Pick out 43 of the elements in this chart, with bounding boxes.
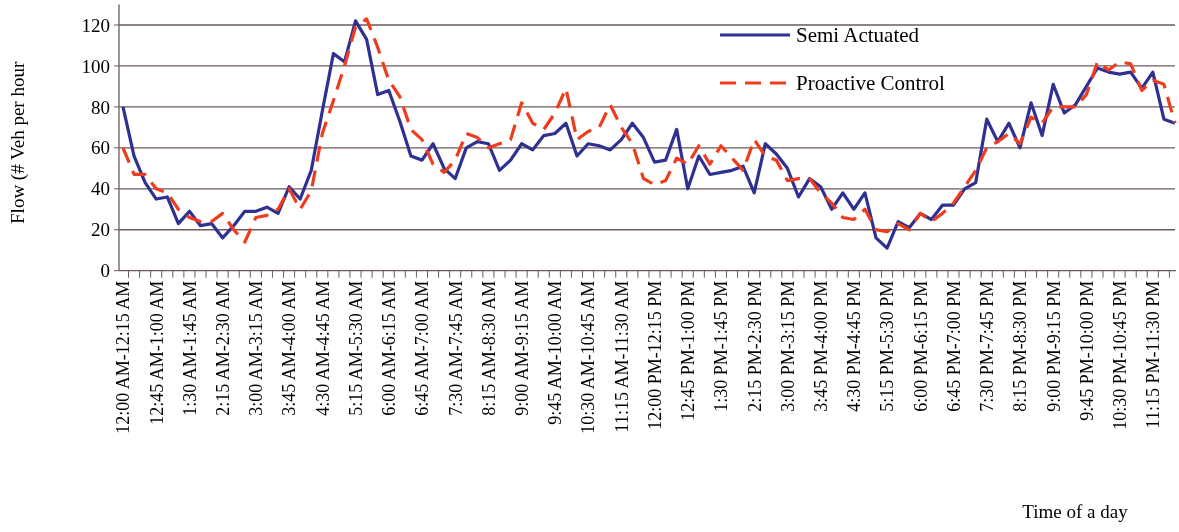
y-tick-label: 0 [100, 260, 110, 282]
x-tick-label: 10:30 AM-10:45 AM [578, 280, 599, 434]
x-tick-label: 1:30 AM-1:45 AM [179, 280, 200, 416]
x-tick-label: 7:30 PM-7:45 PM [977, 280, 998, 412]
x-tick-label: 3:00 AM-3:15 AM [246, 280, 267, 416]
x-tick-label: 3:45 AM-4:00 AM [279, 280, 300, 416]
y-tick-label: 40 [91, 178, 110, 200]
x-tick-label: 12:45 PM-1:00 PM [678, 280, 699, 421]
x-tick-label: 6:45 PM-7:00 PM [943, 280, 964, 412]
legend-label: Semi Actuated [796, 23, 920, 48]
y-tick-label: 20 [91, 219, 110, 241]
x-tick-label: 10:30 PM-10:45 PM [1109, 280, 1130, 430]
x-tick-label: 9:45 AM-10:00 AM [545, 280, 566, 425]
x-tick-label: 5:15 PM-5:30 PM [877, 280, 898, 412]
x-tick-label: 9:45 PM-10:00 PM [1076, 280, 1097, 421]
x-tick-label: 4:30 AM-4:45 AM [312, 280, 333, 416]
x-tick-label: 4:30 PM-4:45 PM [844, 280, 865, 412]
x-tick-label: 9:00 AM-9:15 AM [511, 280, 532, 416]
x-tick-label: 2:15 AM-2:30 AM [212, 280, 233, 416]
x-tick-label: 11:15 AM-11:30 AM [611, 280, 632, 433]
x-tick-label: 3:45 PM-4:00 PM [810, 280, 831, 412]
x-tick-label: 12:45 AM-1:00 AM [146, 280, 167, 425]
x-tick-label: 1:30 PM-1:45 PM [711, 280, 732, 412]
x-axis-title: Time of a day [1022, 501, 1129, 522]
x-tick-label: 11:15 PM-11:30 PM [1143, 280, 1164, 429]
x-tick-label: 6:00 PM-6:15 PM [910, 280, 931, 412]
x-tick-label: 2:15 PM-2:30 PM [744, 280, 765, 412]
x-tick-label: 6:45 AM-7:00 AM [412, 280, 433, 416]
x-tick-label: 9:00 PM-9:15 PM [1043, 280, 1064, 412]
legend-label: Proactive Control [796, 71, 945, 96]
y-tick-label: 100 [81, 55, 110, 77]
x-tick-label: 8:15 PM-8:30 PM [1010, 280, 1031, 412]
y-axis-title: Flow (# Veh per hour [7, 61, 29, 224]
x-tick-label: 12:00 PM-12:15 PM [644, 280, 665, 430]
x-tick-label: 8:15 AM-8:30 AM [478, 280, 499, 416]
y-tick-label: 80 [91, 96, 110, 118]
x-tick-label: 3:00 PM-3:15 PM [777, 280, 798, 412]
x-tick-label: 6:00 AM-6:15 AM [379, 280, 400, 416]
y-tick-label: 60 [91, 137, 110, 159]
y-tick-label: 120 [81, 14, 110, 36]
x-tick-label: 7:30 AM-7:45 AM [445, 280, 466, 416]
x-tick-label: 12:00 AM-12:15 AM [113, 280, 134, 434]
x-tick-label: 5:15 AM-5:30 AM [345, 280, 366, 416]
